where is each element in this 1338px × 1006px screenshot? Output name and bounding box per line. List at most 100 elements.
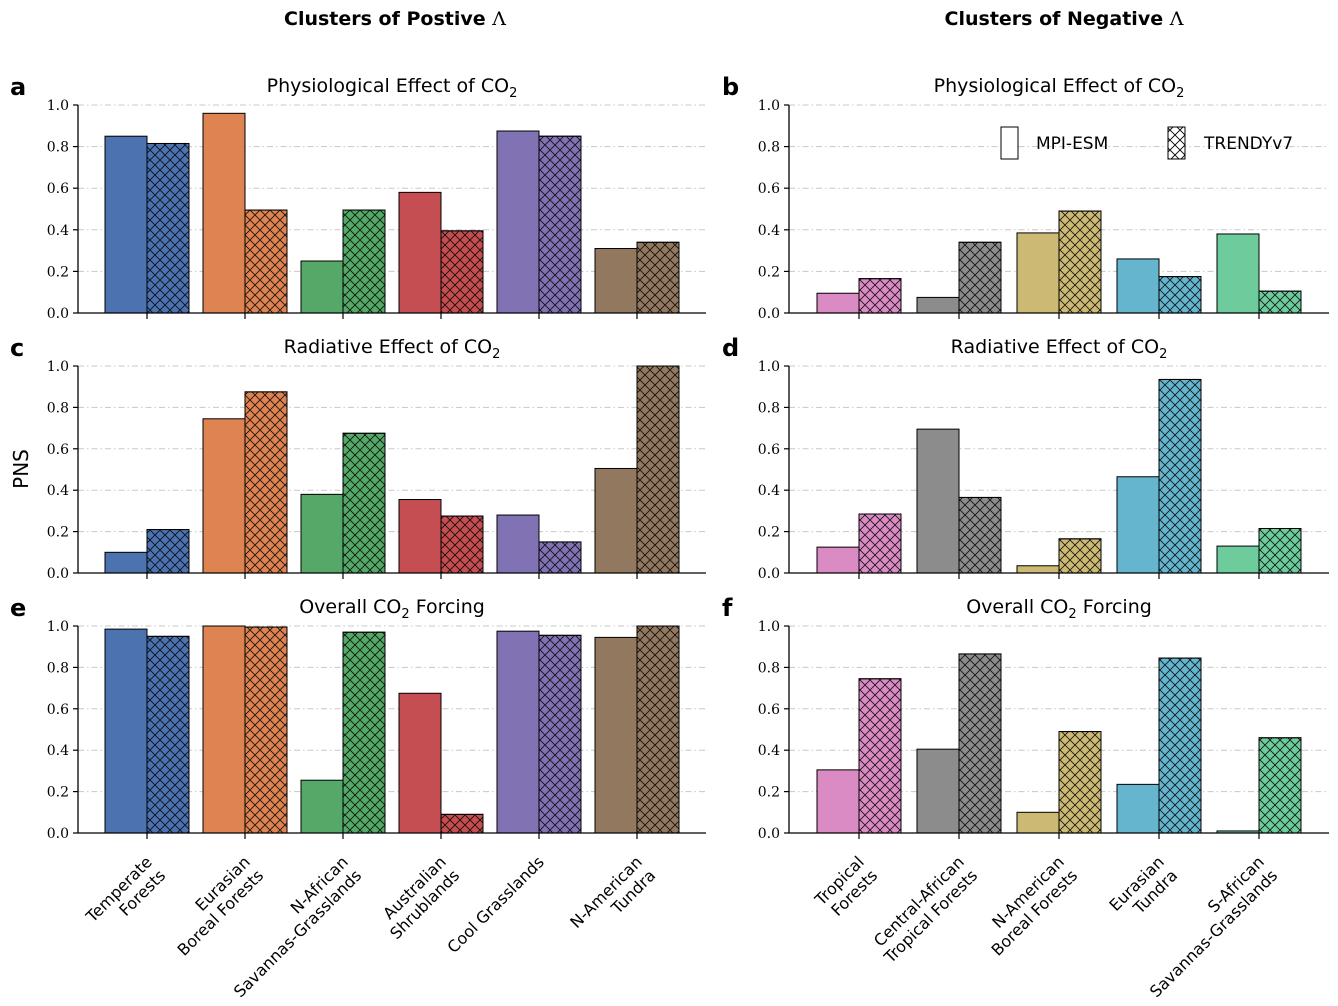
- bar-hatch: [1158, 276, 1202, 314]
- y-tick-label: 0.2: [758, 525, 780, 541]
- bar-hatch: [1258, 290, 1302, 314]
- bar-mpi-esm: [594, 636, 638, 834]
- panel-b: 0.0 0.2 0.4 0.6 0.8 1.0 b Physiological Effect …: [722, 73, 1329, 322]
- bar-mpi-esm: [1216, 545, 1260, 574]
- bar-hatch: [1058, 731, 1102, 834]
- y-tick-label: 0.2: [47, 785, 69, 801]
- y-tick-label: 1.0: [758, 98, 780, 114]
- y-tick-label: 1.0: [47, 98, 69, 114]
- y-tick-label: 0.6: [758, 702, 780, 718]
- column-title-left: Clusters of Postive Λ: [284, 8, 506, 30]
- bar-hatch: [1058, 538, 1102, 574]
- y-tick-label: 0.0: [758, 306, 780, 322]
- bar-hatch: [244, 391, 288, 574]
- y-tick-label: 0.0: [47, 826, 69, 842]
- y-tick-label: 0.6: [47, 442, 69, 458]
- y-tick-label: 0.0: [47, 566, 69, 582]
- bar-mpi-esm: [202, 418, 246, 574]
- bar-mpi-esm: [104, 551, 148, 574]
- y-tick-label: 0.8: [758, 660, 780, 676]
- y-axis-label: PNS: [9, 449, 33, 489]
- y-tick-label: 0.0: [758, 566, 780, 582]
- panel-letter: f: [722, 594, 733, 622]
- bar-hatch: [440, 813, 484, 834]
- y-tick-label: 0.4: [758, 483, 780, 499]
- bar-hatch: [244, 209, 288, 314]
- panel-letter: b: [722, 73, 739, 101]
- legend-label-trendyv7: TRENDYv7: [1203, 134, 1293, 154]
- bar-mpi-esm: [1116, 258, 1160, 314]
- bar-hatch: [858, 278, 902, 314]
- bar-mpi-esm: [104, 628, 148, 834]
- x-tick-label: Central-AfricanTropical Forests: [866, 852, 981, 967]
- bar-hatch: [342, 432, 386, 574]
- bar-hatch: [538, 634, 582, 834]
- y-tick-label: 0.6: [758, 442, 780, 458]
- x-tick-label: EurasianTundra: [1105, 852, 1181, 928]
- y-tick-label: 0.8: [47, 140, 69, 156]
- bar-mpi-esm: [916, 428, 960, 574]
- bar-hatch: [1258, 527, 1302, 574]
- legend-swatch-hatched: [1167, 126, 1186, 160]
- y-tick-label: 0.2: [47, 525, 69, 541]
- bar-mpi-esm: [1116, 783, 1160, 834]
- bar-hatch: [636, 365, 680, 574]
- x-tick-label: Cool Grasslands: [443, 852, 547, 956]
- bar-mpi-esm: [816, 769, 860, 834]
- bar-mpi-esm: [496, 514, 540, 574]
- x-tick-label: TemperateForests: [82, 852, 170, 940]
- bar-mpi-esm: [1216, 233, 1260, 314]
- y-tick-label: 0.8: [47, 660, 69, 676]
- bar-hatch: [440, 515, 484, 574]
- panel-d: 0.0 0.2 0.4 0.6 0.8 1.0 d Radiative Effect of C…: [722, 334, 1329, 582]
- bar-mpi-esm: [398, 499, 442, 574]
- bar-mpi-esm: [496, 630, 540, 834]
- panel-title: Overall CO2 Forcing: [966, 596, 1152, 622]
- bar-mpi-esm: [398, 191, 442, 314]
- bar-mpi-esm: [300, 493, 344, 574]
- panel-a: 0.0 0.2 0.4 0.6 0.8 1.0 a Physiological Effect …: [10, 73, 706, 322]
- bar-hatch: [146, 529, 190, 574]
- bar-mpi-esm: [916, 296, 960, 314]
- panel-title: Physiological Effect of CO2: [267, 75, 518, 101]
- bar-hatch: [1258, 737, 1302, 834]
- panel-title: Radiative Effect of CO2: [951, 336, 1168, 362]
- bar-hatch: [244, 626, 288, 834]
- x-tick-label: TropicalForests: [810, 852, 881, 923]
- bar-mpi-esm: [1016, 811, 1060, 834]
- bar-mpi-esm: [916, 748, 960, 834]
- y-tick-label: 0.2: [758, 785, 780, 801]
- column-title-right: Clusters of Negative Λ: [945, 8, 1184, 30]
- bar-hatch: [636, 241, 680, 314]
- x-tick-label: AustralianShrublands: [373, 852, 464, 943]
- y-tick-label: 0.2: [758, 264, 780, 280]
- bar-hatch: [342, 209, 386, 314]
- bar-hatch: [538, 135, 582, 314]
- panel-letter: e: [10, 594, 26, 622]
- bar-hatch: [538, 541, 582, 574]
- y-tick-label: 0.0: [758, 826, 780, 842]
- y-tick-label: 0.8: [758, 400, 780, 416]
- bar-mpi-esm: [1016, 232, 1060, 314]
- y-tick-label: 1.0: [47, 359, 69, 375]
- bar-hatch: [858, 678, 902, 834]
- y-tick-label: 1.0: [758, 619, 780, 635]
- y-tick-label: 0.6: [47, 181, 69, 197]
- bar-mpi-esm: [496, 130, 540, 314]
- bar-mpi-esm: [594, 467, 638, 574]
- y-tick-label: 0.6: [758, 181, 780, 197]
- y-tick-label: 0.4: [47, 223, 69, 239]
- panel-letter: c: [10, 334, 24, 362]
- panel-title: Physiological Effect of CO2: [934, 75, 1185, 101]
- legend-swatch-solid: [1000, 126, 1019, 160]
- bar-mpi-esm: [300, 779, 344, 834]
- bar-mpi-esm: [594, 248, 638, 314]
- x-tick-label: EurasianBoreal Forests: [160, 852, 267, 959]
- y-tick-label: 0.8: [47, 400, 69, 416]
- bar-hatch: [146, 635, 190, 834]
- bar-hatch: [342, 631, 386, 834]
- bar-mpi-esm: [398, 692, 442, 834]
- y-tick-label: 0.0: [47, 306, 69, 322]
- bar-hatch: [958, 241, 1002, 314]
